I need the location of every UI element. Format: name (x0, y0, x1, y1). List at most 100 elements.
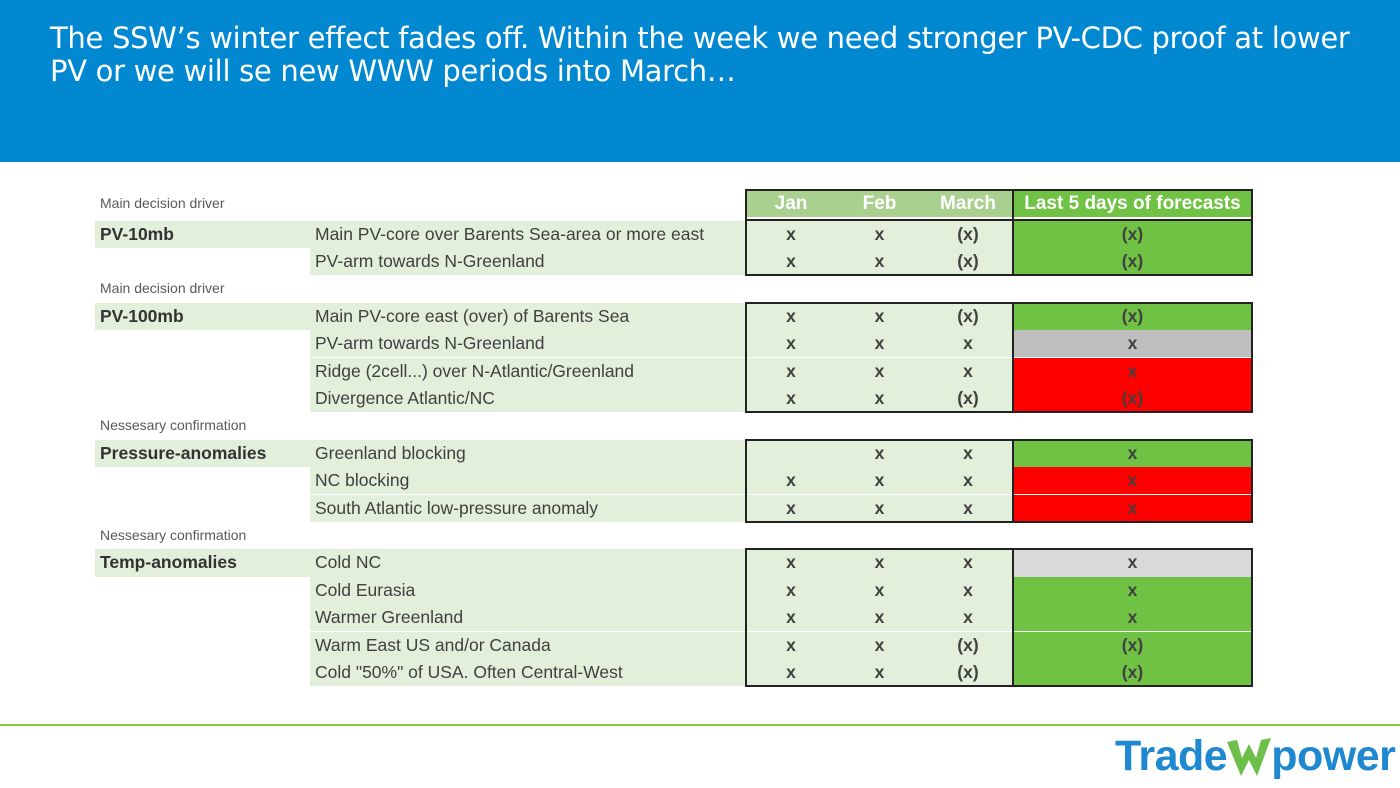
row-description: Ridge (2cell...) over N-Atlantic/Greenla… (310, 357, 746, 385)
section-heading: Main decision driver (100, 280, 225, 297)
row-description: Divergence Atlantic/NC (310, 384, 746, 413)
feb-cell: x (836, 494, 923, 522)
section-heading-row: Nessesary confirmation (95, 412, 1252, 439)
last-5-days-cell: x (1013, 549, 1252, 577)
march-cell: (x) (923, 247, 1013, 276)
column-header-feb: Feb (836, 190, 923, 218)
table-row: NC blocking x x x x (95, 467, 1252, 495)
table-row: Ridge (2cell...) over N-Atlantic/Greenla… (95, 357, 1252, 385)
jan-cell: x (746, 549, 836, 577)
table-row: Pressure-anomalies Greenland blocking x x x (95, 439, 1252, 468)
section-label: PV-10mb (95, 220, 310, 248)
jan-cell: x (746, 357, 836, 385)
last-5-days-cell: x (1013, 467, 1252, 495)
column-divider (1012, 302, 1014, 413)
row-description: PV-arm towards N-Greenland (310, 330, 746, 358)
table-row: PV-arm towards N-Greenland x x (x) (x) (95, 247, 1252, 276)
jan-cell: x (746, 631, 836, 659)
last-5-days-cell: x (1013, 494, 1252, 522)
march-cell: (x) (923, 658, 1013, 687)
jan-cell: x (746, 330, 836, 358)
march-cell: x (923, 604, 1013, 632)
feb-cell: x (836, 247, 923, 276)
column-divider (1012, 190, 1014, 276)
row-description: PV-arm towards N-Greenland (310, 247, 746, 276)
feb-cell: x (836, 576, 923, 605)
march-cell: x (923, 494, 1013, 522)
table-row: PV-10mb Main PV-core over Barents Sea-are… (95, 220, 1252, 248)
column-divider (1012, 439, 1014, 522)
row-description: South Atlantic low-pressure anomaly (310, 494, 746, 522)
section-heading: Nessesary confirmation (100, 526, 247, 543)
feb-cell: x (836, 604, 923, 632)
last-5-days-cell: x (1013, 439, 1252, 468)
march-cell: (x) (923, 384, 1013, 413)
row-description: Cold Eurasia (310, 576, 746, 605)
feb-cell: x (836, 439, 923, 468)
slide-title: The SSW’s winter effect fades off. Withi… (50, 21, 1350, 88)
march-cell: x (923, 330, 1013, 358)
row-description: NC blocking (310, 467, 746, 495)
march-cell: x (923, 357, 1013, 385)
footer-divider (0, 724, 1400, 726)
march-cell: (x) (923, 220, 1013, 248)
header-row: Main decision driver Jan Feb March Last 5 da… (95, 190, 1252, 218)
row-description: Cold NC (310, 549, 746, 577)
header-divider (745, 218, 1253, 221)
logo-text-right: power (1271, 732, 1396, 780)
row-description: Main PV-core east (over) of Barents Sea (310, 302, 746, 331)
last-5-days-cell: x (1013, 604, 1252, 632)
jan-cell: x (746, 467, 836, 495)
table-row: Warmer Greenland x x x x (95, 604, 1252, 632)
table-row: Cold Eurasia x x x x (95, 576, 1252, 605)
column-header-last-5-days-of-forecasts: Last 5 days of forecasts (1013, 190, 1252, 218)
feb-cell: x (836, 631, 923, 659)
section-heading: Nessesary confirmation (100, 417, 247, 434)
march-cell: x (923, 549, 1013, 577)
last-5-days-cell: x (1013, 330, 1252, 358)
column-divider (1012, 549, 1014, 687)
march-cell: (x) (923, 631, 1013, 659)
feb-cell: x (836, 220, 923, 248)
jan-cell: x (746, 658, 836, 687)
jan-cell (746, 439, 836, 468)
tradewpower-logo: Trade power (1115, 732, 1396, 781)
section-heading-row: Main decision driver (95, 275, 1252, 302)
table-row: Divergence Atlantic/NC x x (x) (x) (95, 384, 1252, 413)
march-cell: x (923, 439, 1013, 468)
feb-cell: x (836, 357, 923, 385)
march-cell: x (923, 467, 1013, 495)
section-heading-row: Nessesary confirmation (95, 522, 1252, 549)
last-5-days-cell: (x) (1013, 302, 1252, 331)
last-5-days-cell: (x) (1013, 631, 1252, 659)
section-label: Pressure-anomalies (95, 439, 310, 468)
jan-cell: x (746, 576, 836, 605)
section-label: Temp-anomalies (95, 549, 310, 577)
feb-cell: x (836, 467, 923, 495)
feb-cell: x (836, 658, 923, 687)
table-row: PV-arm towards N-Greenland x x x x (95, 330, 1252, 358)
last-5-days-cell: (x) (1013, 220, 1252, 248)
feb-cell: x (836, 302, 923, 331)
row-description: Warm East US and/or Canada (310, 631, 746, 659)
feb-cell: x (836, 549, 923, 577)
table-row: Temp-anomalies Cold NC x x x x (95, 549, 1252, 577)
march-cell: (x) (923, 302, 1013, 331)
jan-cell: x (746, 247, 836, 276)
last-5-days-cell: x (1013, 357, 1252, 385)
jan-cell: x (746, 220, 836, 248)
last-5-days-cell: (x) (1013, 247, 1252, 276)
table-row: Cold "50%" of USA. Often Central-West x x(… (95, 658, 1252, 687)
row-description: Cold "50%" of USA. Often Central-West (310, 658, 746, 687)
row-description: Warmer Greenland (310, 604, 746, 632)
row-description: Main PV-core over Barents Sea-area or mo… (310, 220, 746, 248)
jan-cell: x (746, 384, 836, 413)
section-heading: Main decision driver (100, 195, 225, 211)
last-5-days-cell: (x) (1013, 658, 1252, 687)
row-description: Greenland blocking (310, 439, 746, 468)
w-logo-icon (1227, 737, 1272, 776)
feb-cell: x (836, 384, 923, 413)
title-banner: The SSW’s winter effect fades off. Withi… (0, 0, 1400, 162)
logo-text-left: Trade (1115, 732, 1228, 780)
march-cell: x (923, 576, 1013, 605)
